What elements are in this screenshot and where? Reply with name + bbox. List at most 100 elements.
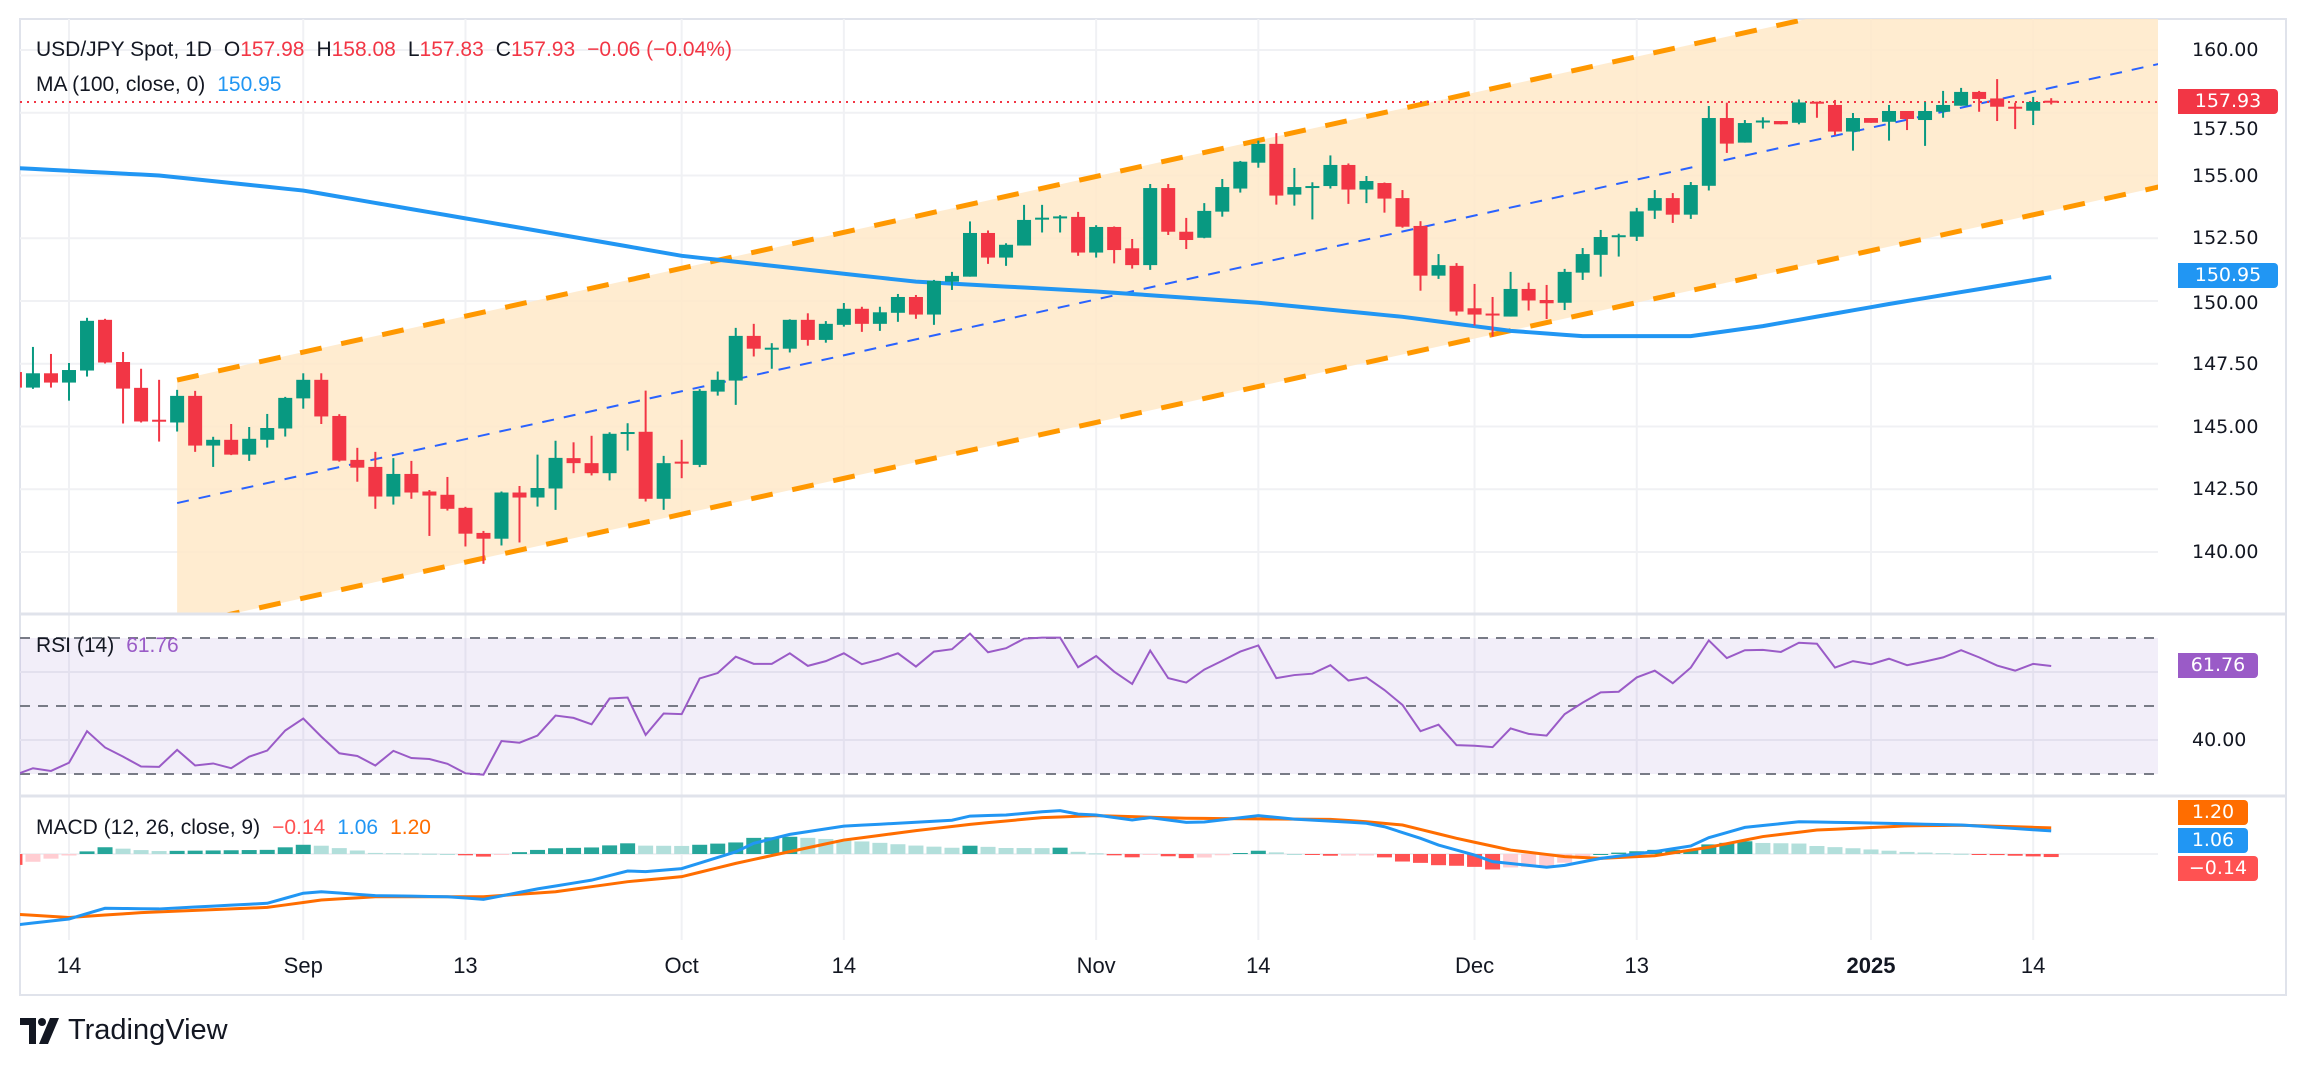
- candle: [116, 351, 131, 424]
- macd-histogram-bar: [638, 845, 654, 854]
- price-change: −0.06 (−0.04%): [587, 38, 732, 61]
- rsi-legend-label: RSI (14): [36, 634, 115, 657]
- candle: [1791, 99, 1806, 125]
- candle-body: [43, 373, 58, 383]
- candle-body: [1251, 143, 1266, 163]
- candle: [1233, 160, 1248, 193]
- rsi-pane[interactable]: [15, 632, 2158, 776]
- tradingview-logo[interactable]: TradingView: [20, 1014, 228, 1047]
- tradingview-logo-icon: [20, 1017, 59, 1044]
- signal-badge: 1.20: [2178, 800, 2248, 825]
- candle-body: [1809, 101, 1824, 104]
- macd-histogram-bar: [530, 849, 546, 854]
- candle-body: [674, 461, 689, 464]
- macd-pane[interactable]: [7, 809, 2158, 927]
- macd-histogram-bar: [385, 853, 401, 855]
- candle-body: [350, 459, 365, 468]
- candle: [1089, 225, 1104, 258]
- macd-histogram-bar: [1683, 849, 1699, 854]
- candle: [692, 389, 707, 468]
- candle-body: [710, 379, 725, 392]
- macd-histogram-bar: [1431, 854, 1447, 866]
- price-pane[interactable]: [8, 0, 2159, 626]
- candle: [584, 435, 599, 476]
- candle: [728, 327, 743, 405]
- rsi-legend[interactable]: RSI (14) 61.76: [36, 634, 179, 658]
- candle-body: [2026, 101, 2041, 111]
- candle-body: [152, 419, 167, 422]
- candle: [2044, 98, 2059, 105]
- price-axis-label: 157.50: [2192, 118, 2259, 140]
- macd-histogram-bar: [1881, 850, 1897, 854]
- candle-body: [134, 387, 149, 422]
- candle: [1125, 239, 1140, 269]
- candle: [1809, 101, 1824, 118]
- candle: [350, 447, 365, 482]
- candle-body: [548, 457, 563, 489]
- candle-body: [1864, 118, 1878, 123]
- macd-histogram-bar: [548, 848, 564, 854]
- macd-histogram-bar: [1989, 854, 2005, 856]
- candle-body: [1467, 308, 1482, 315]
- candle-body: [1107, 226, 1122, 251]
- ohlc-close-key: C: [495, 38, 511, 61]
- candle-body: [981, 232, 996, 258]
- candle-body: [1089, 226, 1104, 253]
- ma-legend-value: 150.95: [217, 73, 282, 96]
- candle-body: [1629, 211, 1644, 237]
- candle: [1377, 182, 1392, 213]
- ma-legend[interactable]: MA (100, close, 0) 150.95: [36, 73, 281, 97]
- candle-body: [1053, 216, 1068, 219]
- candle-body: [476, 532, 491, 539]
- candle-body: [1035, 217, 1050, 220]
- candle-body: [1791, 102, 1806, 123]
- candle-body: [1359, 181, 1374, 190]
- candle-body: [963, 232, 977, 277]
- candle-body: [746, 335, 761, 349]
- candle-body: [872, 312, 887, 324]
- macd-histogram-bar: [367, 852, 383, 854]
- candle: [1179, 217, 1194, 250]
- macd-histogram-bar: [1106, 854, 1122, 856]
- candle: [836, 303, 851, 327]
- channel-upper-line: [176, 19, 1819, 383]
- macd-legend[interactable]: MACD (12, 26, close, 9) −0.14 1.06 1.20: [36, 816, 431, 840]
- ohlc-open-key: O: [223, 38, 241, 61]
- candle: [656, 455, 671, 510]
- macd-histogram-bar: [1250, 850, 1266, 854]
- macd-histogram-bar: [872, 842, 888, 854]
- candle: [620, 423, 635, 451]
- candle-body: [440, 494, 455, 509]
- macd-histogram-bar: [1034, 848, 1050, 854]
- candle-body: [2008, 106, 2023, 109]
- candle: [1954, 87, 1969, 106]
- macd-histogram-bar: [61, 854, 77, 856]
- candle: [494, 491, 509, 546]
- candle-body: [1215, 187, 1230, 212]
- candle: [25, 346, 40, 389]
- candle-body: [728, 335, 743, 381]
- candle: [854, 306, 869, 332]
- candle-body: [1845, 118, 1860, 132]
- candle: [1882, 104, 1897, 141]
- candle: [2026, 96, 2041, 126]
- candle: [440, 476, 455, 511]
- candle: [476, 530, 491, 564]
- macd-histogram-bar: [890, 844, 906, 854]
- last-price-badge: 157.93: [2178, 89, 2278, 114]
- time-axis-label: Sep: [283, 953, 323, 978]
- macd-histogram-bar: [97, 847, 113, 854]
- candle: [1665, 193, 1680, 223]
- macd-histogram-bar: [1052, 847, 1068, 854]
- price-axis-label: 150.00: [2192, 292, 2259, 314]
- time-axis-label: 2025: [1846, 953, 1896, 978]
- candle: [1071, 211, 1086, 256]
- candle-body: [20, 372, 22, 388]
- candle-body: [1936, 104, 1951, 112]
- candle: [710, 371, 725, 396]
- signal-line: [20, 814, 2052, 919]
- candle-body: [62, 370, 76, 383]
- price-axis-label: 160.00: [2192, 39, 2259, 61]
- candle: [206, 436, 221, 467]
